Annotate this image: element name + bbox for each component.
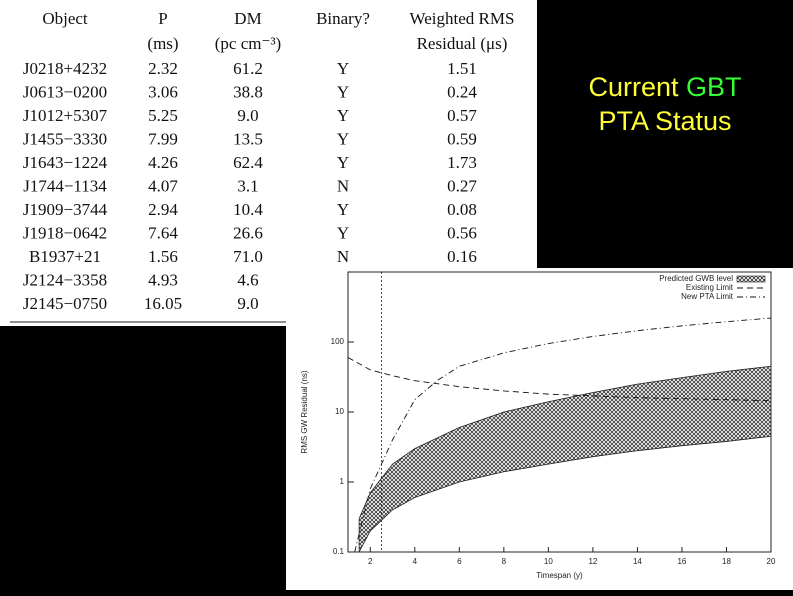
series-line bbox=[354, 317, 772, 553]
y-tick-label: 1 bbox=[340, 477, 345, 486]
table-cell: Y bbox=[337, 223, 349, 242]
header-cell: Object bbox=[42, 9, 88, 28]
table-cell: 1.56 bbox=[148, 247, 178, 266]
y-axis-label: RMS GW Residual (ns) bbox=[300, 370, 309, 453]
table-cell: J1643−1224 bbox=[23, 153, 108, 172]
table-cell: 0.08 bbox=[447, 200, 477, 219]
y-tick-label: 0.1 bbox=[333, 547, 345, 556]
table-cell: 10.4 bbox=[233, 200, 263, 219]
x-tick-label: 4 bbox=[413, 557, 418, 566]
table-cell: J1909−3744 bbox=[23, 200, 108, 219]
table-cell: Y bbox=[337, 153, 349, 172]
x-tick-label: 20 bbox=[767, 557, 776, 566]
table-cell: J1918−0642 bbox=[23, 223, 107, 242]
table-cell: 7.99 bbox=[148, 129, 178, 148]
table-cell: 1.51 bbox=[447, 59, 477, 78]
table-cell: 3.06 bbox=[148, 82, 178, 101]
table-cell: J0613−0200 bbox=[23, 82, 107, 101]
title-part: GBT bbox=[686, 72, 742, 102]
table-cell: J0218+4232 bbox=[23, 59, 107, 78]
table-cell: N bbox=[337, 247, 349, 266]
legend-label: Predicted GWB level bbox=[659, 274, 733, 283]
legend-swatch bbox=[736, 275, 766, 283]
table-cell: 2.94 bbox=[148, 200, 178, 219]
legend-label: Existing Limit bbox=[686, 283, 734, 292]
table-cell: 0.56 bbox=[447, 223, 477, 242]
x-tick-label: 10 bbox=[544, 557, 553, 566]
table-cell: 0.16 bbox=[447, 247, 477, 266]
chart: 2 4 6 8 10 12 14 16 18 20 0.1 1 10 100 Timespan (y) RMS… bbox=[300, 271, 776, 580]
table-cell: 7.64 bbox=[148, 223, 178, 242]
table-cell: 71.0 bbox=[233, 247, 263, 266]
table-cell: 4.07 bbox=[148, 176, 178, 195]
table-cell: J1012+5307 bbox=[23, 106, 108, 125]
table-cell: 62.4 bbox=[233, 153, 263, 172]
y-tick-label: 10 bbox=[335, 407, 344, 416]
table-cell: 13.5 bbox=[233, 129, 263, 148]
table-cell: Y bbox=[337, 59, 349, 78]
x-tick-label: 12 bbox=[588, 557, 597, 566]
table-cell: Y bbox=[337, 200, 349, 219]
table-cell: Y bbox=[337, 82, 349, 101]
table-cell: 4.26 bbox=[148, 153, 178, 172]
series-line bbox=[347, 357, 772, 402]
table-cell: 5.25 bbox=[148, 106, 178, 125]
table-cell: 9.0 bbox=[237, 294, 258, 313]
slide-title: Current GBT bbox=[588, 72, 741, 102]
table-cell: B1937+21 bbox=[29, 247, 101, 266]
table-cell: 0.27 bbox=[447, 176, 477, 195]
x-tick-label: 18 bbox=[722, 557, 731, 566]
header-cell: Weighted RMS bbox=[410, 9, 515, 28]
x-tick-label: 16 bbox=[677, 557, 686, 566]
table-cell: 9.0 bbox=[237, 106, 258, 125]
table-cell: N bbox=[337, 176, 349, 195]
table-cell: 0.59 bbox=[447, 129, 477, 148]
table-cell: J2145−0750 bbox=[23, 294, 107, 313]
table-cell: J2124−3358 bbox=[23, 270, 107, 289]
x-axis-label: Timespan (y) bbox=[536, 571, 583, 580]
x-tick-label: 14 bbox=[633, 557, 642, 566]
table-cell: 16.05 bbox=[144, 294, 182, 313]
header-cell: (ms) bbox=[147, 34, 178, 53]
x-tick-label: 2 bbox=[368, 557, 373, 566]
x-tick-label: 6 bbox=[457, 557, 462, 566]
table-cell: 4.93 bbox=[148, 270, 178, 289]
table-cell: 2.32 bbox=[148, 59, 178, 78]
table-cell: Y bbox=[337, 129, 349, 148]
table-cell: 0.57 bbox=[447, 106, 477, 125]
table-cell: 26.6 bbox=[233, 223, 263, 242]
table-cell: 4.6 bbox=[237, 270, 258, 289]
y-tick-label: 100 bbox=[331, 337, 345, 346]
header-cell: Residual (μs) bbox=[417, 34, 508, 53]
header-cell: Binary? bbox=[316, 9, 370, 28]
x-tick-label: 8 bbox=[502, 557, 507, 566]
header-cell: P bbox=[158, 9, 167, 28]
table-cell: 3.1 bbox=[237, 176, 258, 195]
title-part: Current bbox=[588, 72, 679, 102]
title-part: PTA Status bbox=[598, 106, 731, 136]
legend-label: New PTA Limit bbox=[681, 292, 734, 301]
table-cell: 1.73 bbox=[447, 153, 477, 172]
table-cell: J1455−3330 bbox=[23, 129, 107, 148]
table-cell: Y bbox=[337, 106, 349, 125]
header-cell: DM bbox=[234, 9, 261, 28]
table-cell: 38.8 bbox=[233, 82, 263, 101]
table-cell: 0.24 bbox=[447, 82, 477, 101]
table-cell: J1744−1134 bbox=[23, 176, 107, 195]
table-cell: 61.2 bbox=[233, 59, 263, 78]
header-cell: (pc cm⁻³) bbox=[215, 34, 281, 53]
table: Object P (ms) DM (pc cm⁻³) Binary? Weighted RM… bbox=[23, 9, 515, 313]
